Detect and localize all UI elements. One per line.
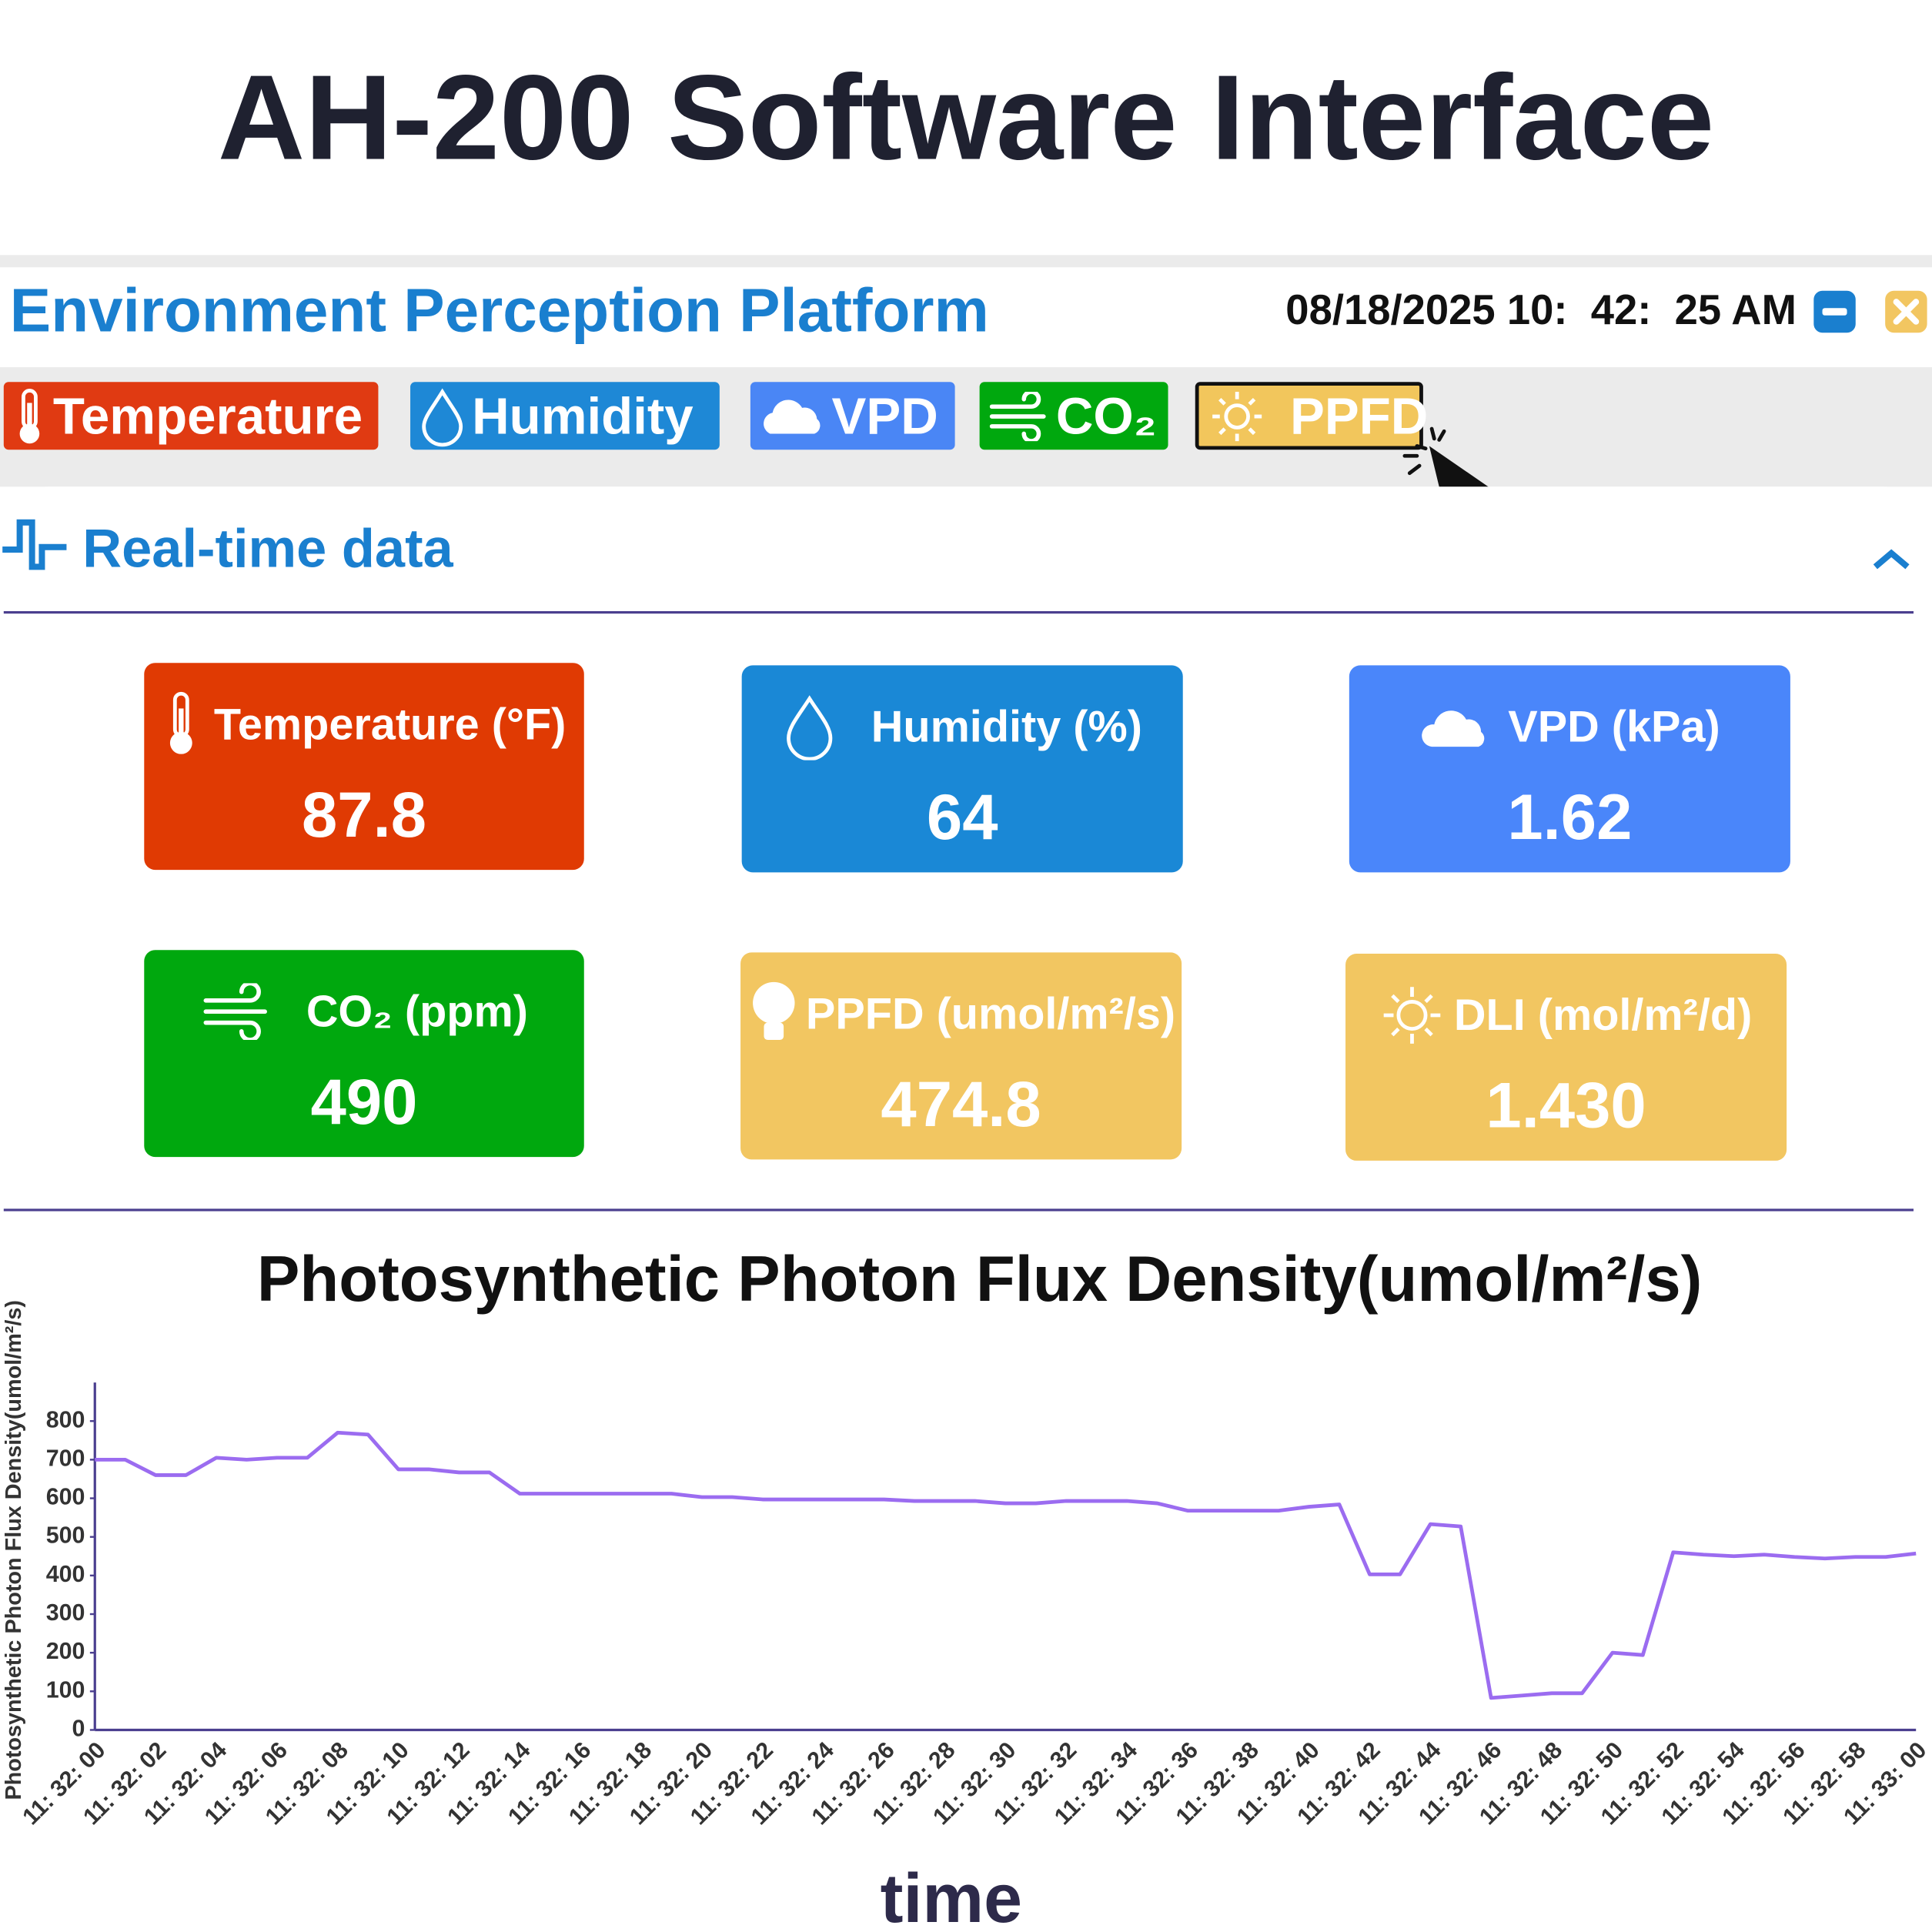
co2-card: CO₂ (ppm) 490 xyxy=(144,950,584,1158)
thermometer-icon xyxy=(19,388,40,443)
wind-icon xyxy=(989,391,1046,441)
dli-card: DLI (mol/m²/d) 1.430 xyxy=(1345,953,1787,1161)
card-value: 490 xyxy=(310,1067,418,1139)
y-tick-label: 700 xyxy=(46,1445,85,1471)
card-label: VPD (kPa) xyxy=(1508,700,1720,752)
tab-vpd[interactable]: VPD xyxy=(750,382,955,450)
y-tick-label: 800 xyxy=(46,1406,85,1432)
temperature-card: Temperature (°F) 87.8 xyxy=(144,663,584,871)
tab-label: PPFD xyxy=(1290,386,1429,445)
thermometer-icon xyxy=(169,691,192,754)
page-title: AH-200 Software Interface xyxy=(217,49,1715,186)
y-tick-label: 0 xyxy=(72,1716,85,1742)
app-title: Environment Perception Platform xyxy=(9,276,989,346)
y-tick-label: 200 xyxy=(46,1638,85,1664)
y-tick-label: 500 xyxy=(46,1523,85,1549)
ppfd-card: PPFD (umol/m²/s) 474.8 xyxy=(740,952,1182,1160)
card-header: Temperature (°F) xyxy=(144,690,583,759)
drop-icon xyxy=(422,387,463,446)
close-button[interactable] xyxy=(1885,290,1927,333)
tab-ppfd[interactable]: PPFD xyxy=(1195,382,1428,450)
card-header: VPD (kPa) xyxy=(1349,693,1790,762)
realtime-icon xyxy=(2,519,67,570)
tab-label: Temperature xyxy=(52,386,363,445)
section-rule xyxy=(3,610,1914,614)
tab-co2[interactable]: CO₂ xyxy=(979,382,1168,450)
card-header: CO₂ (ppm) xyxy=(144,977,583,1046)
y-tick-label: 300 xyxy=(46,1599,85,1626)
tab-label: CO₂ xyxy=(1055,386,1157,445)
y-tick-label: 100 xyxy=(46,1676,85,1703)
card-header: DLI (mol/m²/d) xyxy=(1345,981,1787,1050)
card-header: Humidity (%) xyxy=(742,693,1183,762)
chart-title: Photosynthetic Photon Flux Density(umol/… xyxy=(257,1243,1702,1315)
tab-humidity[interactable]: Humidity xyxy=(410,382,720,450)
x-axis-label: time xyxy=(881,1860,1022,1932)
card-value: 64 xyxy=(926,782,998,854)
tab-label: VPD xyxy=(831,386,938,445)
y-axis-label: Photosynthetic Photon Flux Density(umol/… xyxy=(2,1300,26,1800)
tab-label: Humidity xyxy=(472,386,694,445)
card-label: Temperature (°F) xyxy=(213,698,567,750)
bulb-icon xyxy=(753,981,795,1041)
cloud-icon xyxy=(764,399,821,433)
tab-temperature[interactable]: Temperature xyxy=(3,382,379,450)
section-rule xyxy=(3,1208,1914,1212)
card-label: DLI (mol/m²/d) xyxy=(1453,989,1753,1041)
card-value: 1.62 xyxy=(1507,782,1633,854)
y-tick-label: 600 xyxy=(46,1484,85,1510)
y-tick-label: 400 xyxy=(46,1561,85,1587)
data-line xyxy=(95,1430,1917,1700)
card-value: 87.8 xyxy=(302,780,427,852)
app-bar xyxy=(0,267,1932,368)
minimize-button[interactable] xyxy=(1813,290,1856,333)
sun-icon xyxy=(1383,987,1441,1044)
section-title: Real-time data xyxy=(82,518,453,580)
card-label: PPFD (umol/m²/s) xyxy=(805,988,1176,1039)
wind-icon xyxy=(202,983,267,1041)
datetime: 08/18/2025 10: 42: 25 AM xyxy=(1285,286,1797,334)
divider-band xyxy=(0,255,1932,268)
card-header: PPFD (umol/m²/s) xyxy=(740,980,1182,1049)
cloud-icon xyxy=(1422,710,1485,747)
drop-icon xyxy=(787,695,833,760)
minimize-icon xyxy=(1822,308,1847,316)
card-label: Humidity (%) xyxy=(871,700,1142,752)
card-value: 1.430 xyxy=(1486,1071,1646,1142)
sun-icon xyxy=(1212,391,1262,441)
card-label: CO₂ (ppm) xyxy=(306,985,528,1037)
vpd-card: VPD (kPa) 1.62 xyxy=(1349,665,1790,873)
collapse-toggle[interactable] xyxy=(1870,542,1912,574)
card-value: 474.8 xyxy=(881,1069,1041,1141)
humidity-card: Humidity (%) 64 xyxy=(741,665,1183,873)
close-icon xyxy=(1893,299,1920,325)
